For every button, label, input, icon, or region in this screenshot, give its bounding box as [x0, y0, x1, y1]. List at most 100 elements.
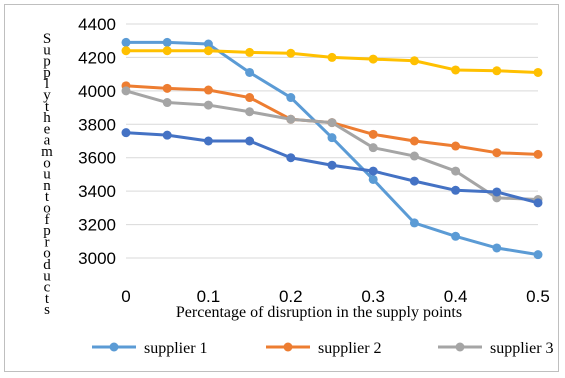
- data-point-s4-7: [409, 56, 419, 66]
- data-point-s1-10: [533, 250, 543, 260]
- y-axis-label-char: e: [44, 121, 51, 137]
- data-point-s2-2: [203, 85, 213, 95]
- data-point-s4-4: [286, 48, 296, 58]
- y-tick-label: 3400: [78, 182, 116, 201]
- legend-swatch-marker: [283, 342, 293, 352]
- data-point-s1-0: [121, 37, 131, 47]
- data-point-s3-5: [327, 118, 337, 128]
- series-line-3: [125, 89, 539, 201]
- data-point-s1-8: [451, 231, 461, 241]
- legend-item-2: supplier 2: [266, 340, 382, 357]
- data-point-s4-6: [368, 54, 378, 64]
- data-point-s5-6: [368, 166, 378, 176]
- data-point-s3-6: [368, 143, 378, 153]
- y-axis-label-char: f: [45, 212, 50, 228]
- y-axis-label-char: o: [43, 201, 51, 217]
- data-point-s2-8: [451, 141, 461, 151]
- data-point-s4-3: [245, 47, 255, 57]
- data-point-s5-9: [492, 187, 502, 197]
- data-point-s4-5: [327, 52, 337, 62]
- y-axis-label-char: p: [43, 223, 51, 239]
- x-tick-label: 0: [121, 287, 130, 306]
- data-point-s3-7: [409, 151, 419, 161]
- data-point-s5-7: [409, 176, 419, 186]
- data-point-s5-0: [121, 128, 131, 138]
- y-axis-label-char: S: [43, 31, 51, 47]
- x-tick-label: 0.3: [361, 287, 385, 306]
- legend-swatch-marker: [109, 342, 119, 352]
- data-point-s1-3: [245, 67, 255, 77]
- y-axis-label-char: a: [44, 133, 51, 149]
- data-point-s1-7: [409, 218, 419, 228]
- y-axis-label-char: u: [43, 167, 51, 183]
- x-tick-label: 0.1: [197, 287, 221, 306]
- data-point-s3-8: [451, 166, 461, 176]
- y-axis-label-char: c: [44, 280, 51, 296]
- y-axis-label-char: r: [45, 234, 50, 250]
- data-point-s3-3: [245, 107, 255, 117]
- data-point-s2-3: [245, 93, 255, 103]
- y-tick-label: 4400: [78, 15, 116, 34]
- y-axis-label-char: p: [43, 65, 51, 81]
- data-point-s3-0: [121, 86, 131, 96]
- data-point-s1-9: [492, 243, 502, 253]
- y-tick-label: 4200: [78, 48, 116, 67]
- y-axis-label-char: t: [45, 189, 50, 205]
- series-lines: [125, 40, 539, 257]
- x-tick-label: 0.5: [526, 287, 550, 306]
- data-point-s3-4: [286, 114, 296, 124]
- data-point-s4-8: [451, 65, 461, 75]
- chart-frame: [4, 4, 559, 372]
- y-tick-label: 4000: [78, 82, 116, 101]
- y-axis-label-char: p: [43, 54, 51, 70]
- y-axis-label-char: h: [43, 110, 51, 126]
- x-axis-label: Percentage of disruption in the supply p…: [176, 304, 462, 321]
- x-tick-label: 0.4: [444, 287, 468, 306]
- y-axis-label-char: s: [44, 302, 50, 318]
- data-point-s2-9: [492, 148, 502, 158]
- data-point-s5-1: [162, 130, 172, 140]
- data-point-s1-5: [327, 133, 337, 143]
- data-point-s4-0: [121, 46, 131, 56]
- data-point-s1-1: [162, 37, 172, 47]
- data-point-s4-2: [203, 46, 213, 56]
- y-axis-label-char: l: [45, 76, 49, 92]
- y-axis-label-char: t: [45, 99, 50, 115]
- data-point-s5-10: [533, 198, 543, 208]
- legend-label: supplier 2: [318, 340, 382, 357]
- y-tick-label: 3200: [78, 216, 116, 235]
- data-point-s4-9: [492, 66, 502, 76]
- data-point-s1-4: [286, 93, 296, 103]
- y-axis-label-char: m: [41, 144, 53, 160]
- y-tick-labels: 3000 3200 3400 3600 3800 4000 4200 4400: [78, 15, 116, 268]
- y-tick-label: 3600: [78, 149, 116, 168]
- data-point-s4-1: [162, 46, 172, 56]
- data-point-s5-2: [203, 136, 213, 146]
- data-point-s2-6: [368, 129, 378, 139]
- legend-swatch-marker: [455, 342, 465, 352]
- y-axis-label-char: d: [43, 257, 51, 273]
- y-tick-label: 3800: [78, 115, 116, 134]
- data-point-s2-10: [533, 149, 543, 159]
- data-point-s5-3: [245, 136, 255, 146]
- x-tick-labels: 0 0.1 0.2 0.3 0.4 0.5: [121, 287, 550, 306]
- data-point-s1-2: [203, 39, 213, 49]
- data-point-s3-2: [203, 100, 213, 110]
- x-tick-label: 0.2: [279, 287, 303, 306]
- data-point-s5-5: [327, 160, 337, 170]
- data-point-s5-8: [451, 185, 461, 195]
- data-point-s1-6: [368, 174, 378, 184]
- y-axis-label-char: u: [43, 268, 51, 284]
- data-point-s3-1: [162, 98, 172, 108]
- y-axis-label-char: n: [43, 178, 51, 194]
- data-point-s2-1: [162, 83, 172, 93]
- series-markers: [121, 37, 543, 260]
- y-tick-label: 3000: [78, 249, 116, 268]
- y-axis-label-char: u: [43, 42, 51, 58]
- legend-item-3: supplier 3: [438, 340, 554, 357]
- data-point-s2-7: [409, 136, 419, 146]
- legend-label: supplier 3: [490, 340, 554, 357]
- legend: supplier 1 supplier 2 supplier 3: [92, 340, 554, 357]
